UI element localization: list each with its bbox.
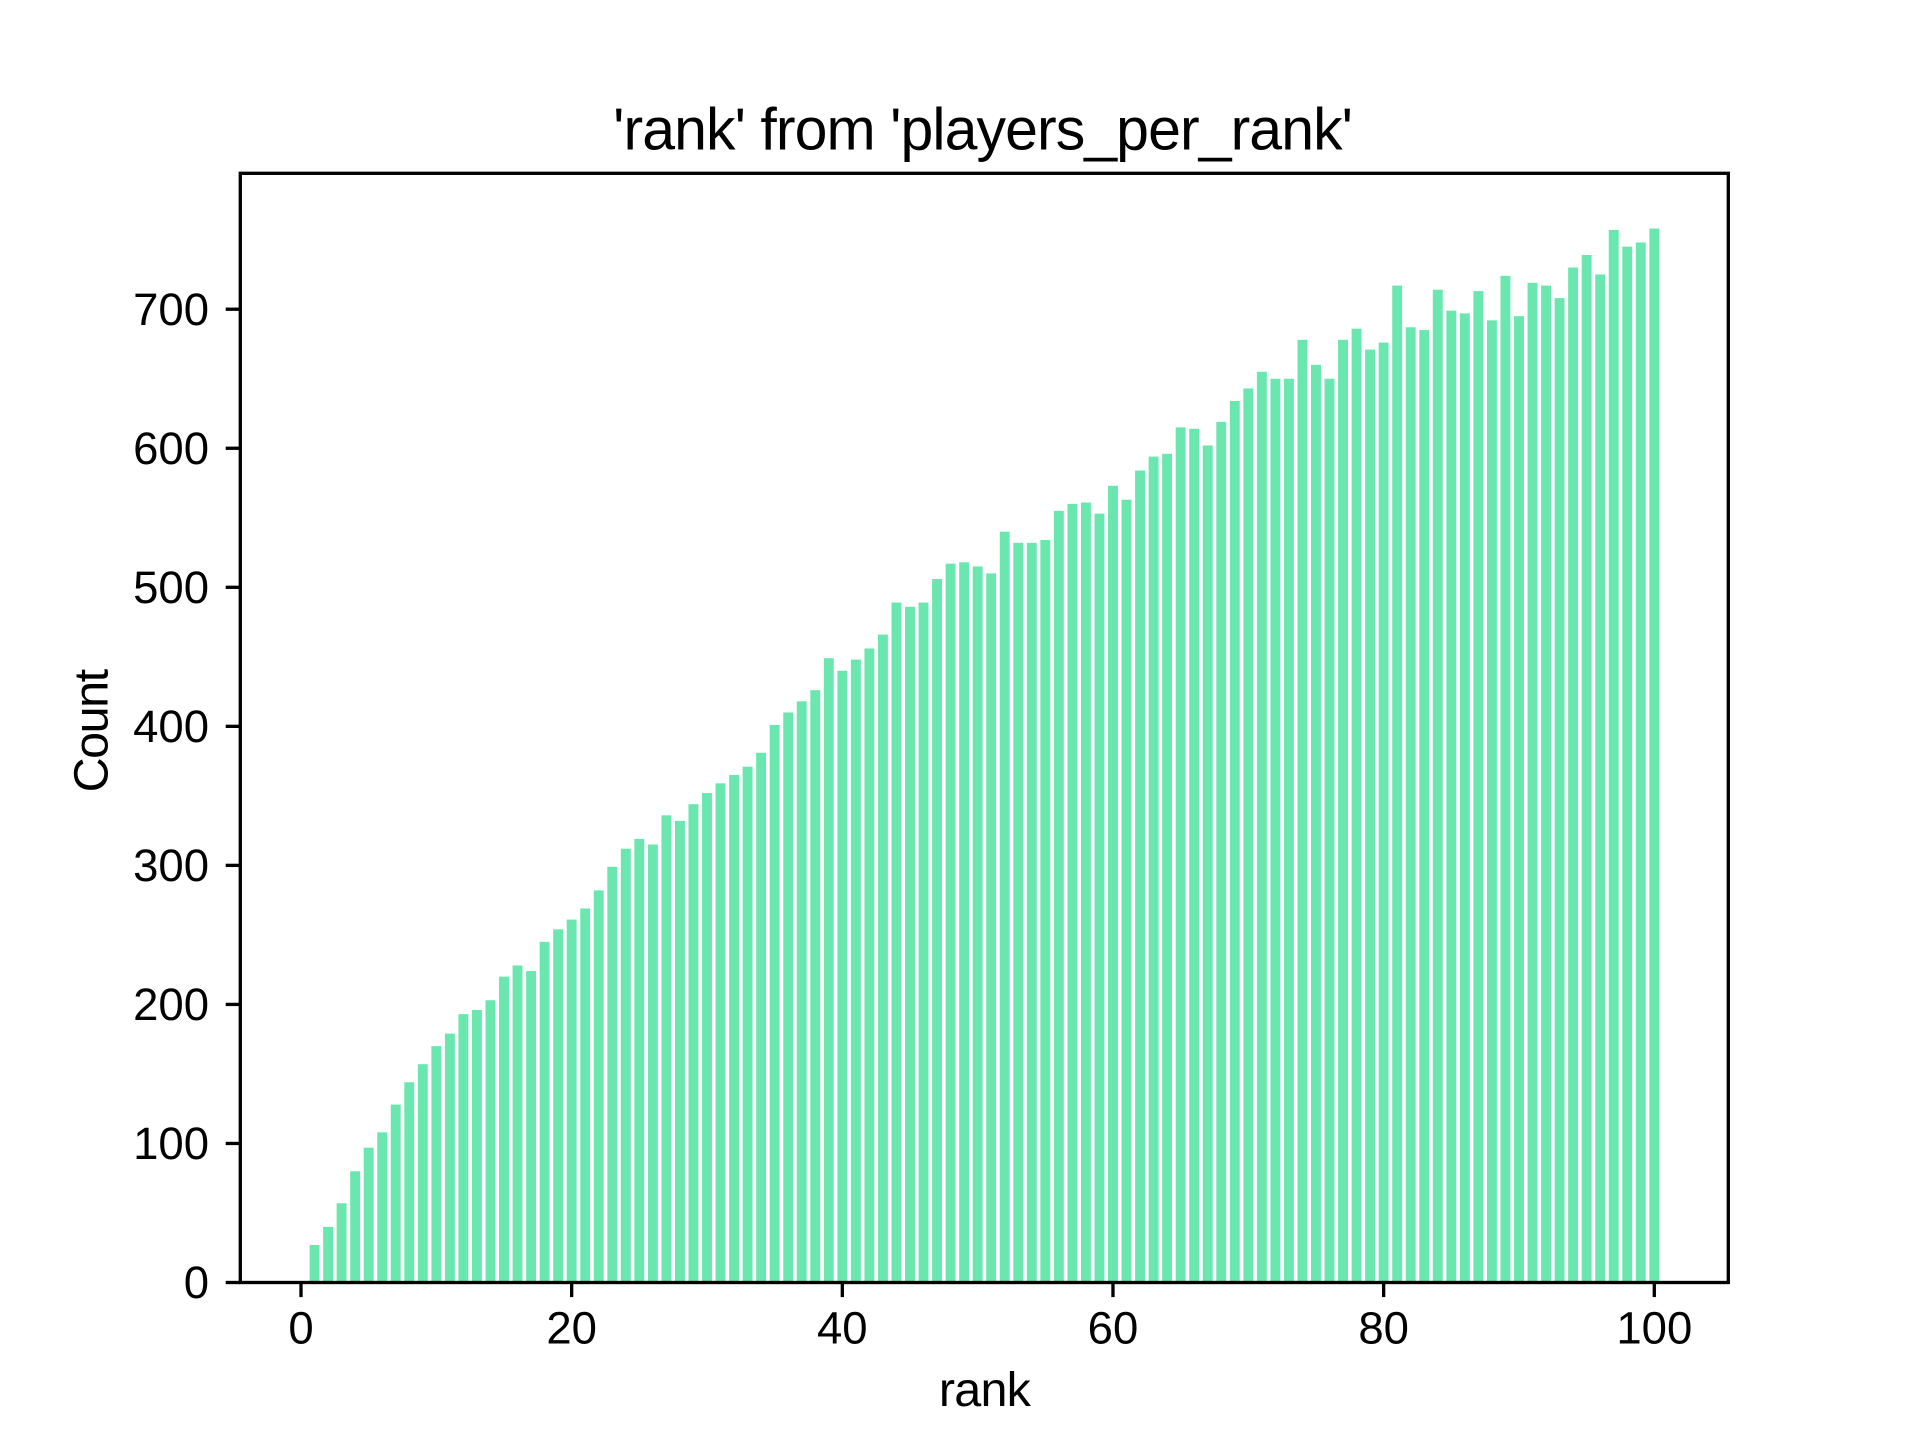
svg-text:Count: Count bbox=[65, 668, 119, 792]
svg-text:0: 0 bbox=[184, 1257, 209, 1308]
svg-text:'rank' from 'players_per_rank': 'rank' from 'players_per_rank' bbox=[613, 97, 1352, 163]
svg-text:60: 60 bbox=[1088, 1303, 1139, 1354]
svg-text:600: 600 bbox=[133, 423, 209, 474]
svg-text:0: 0 bbox=[288, 1303, 313, 1354]
svg-text:500: 500 bbox=[133, 562, 209, 613]
svg-text:rank: rank bbox=[939, 1363, 1032, 1417]
svg-text:300: 300 bbox=[133, 840, 209, 891]
svg-text:40: 40 bbox=[817, 1303, 868, 1354]
svg-text:20: 20 bbox=[546, 1303, 597, 1354]
svg-text:700: 700 bbox=[133, 284, 209, 335]
svg-text:100: 100 bbox=[1616, 1303, 1692, 1354]
svg-text:100: 100 bbox=[133, 1118, 209, 1169]
svg-text:80: 80 bbox=[1358, 1303, 1409, 1354]
svg-text:400: 400 bbox=[133, 701, 209, 752]
svg-text:200: 200 bbox=[133, 979, 209, 1030]
